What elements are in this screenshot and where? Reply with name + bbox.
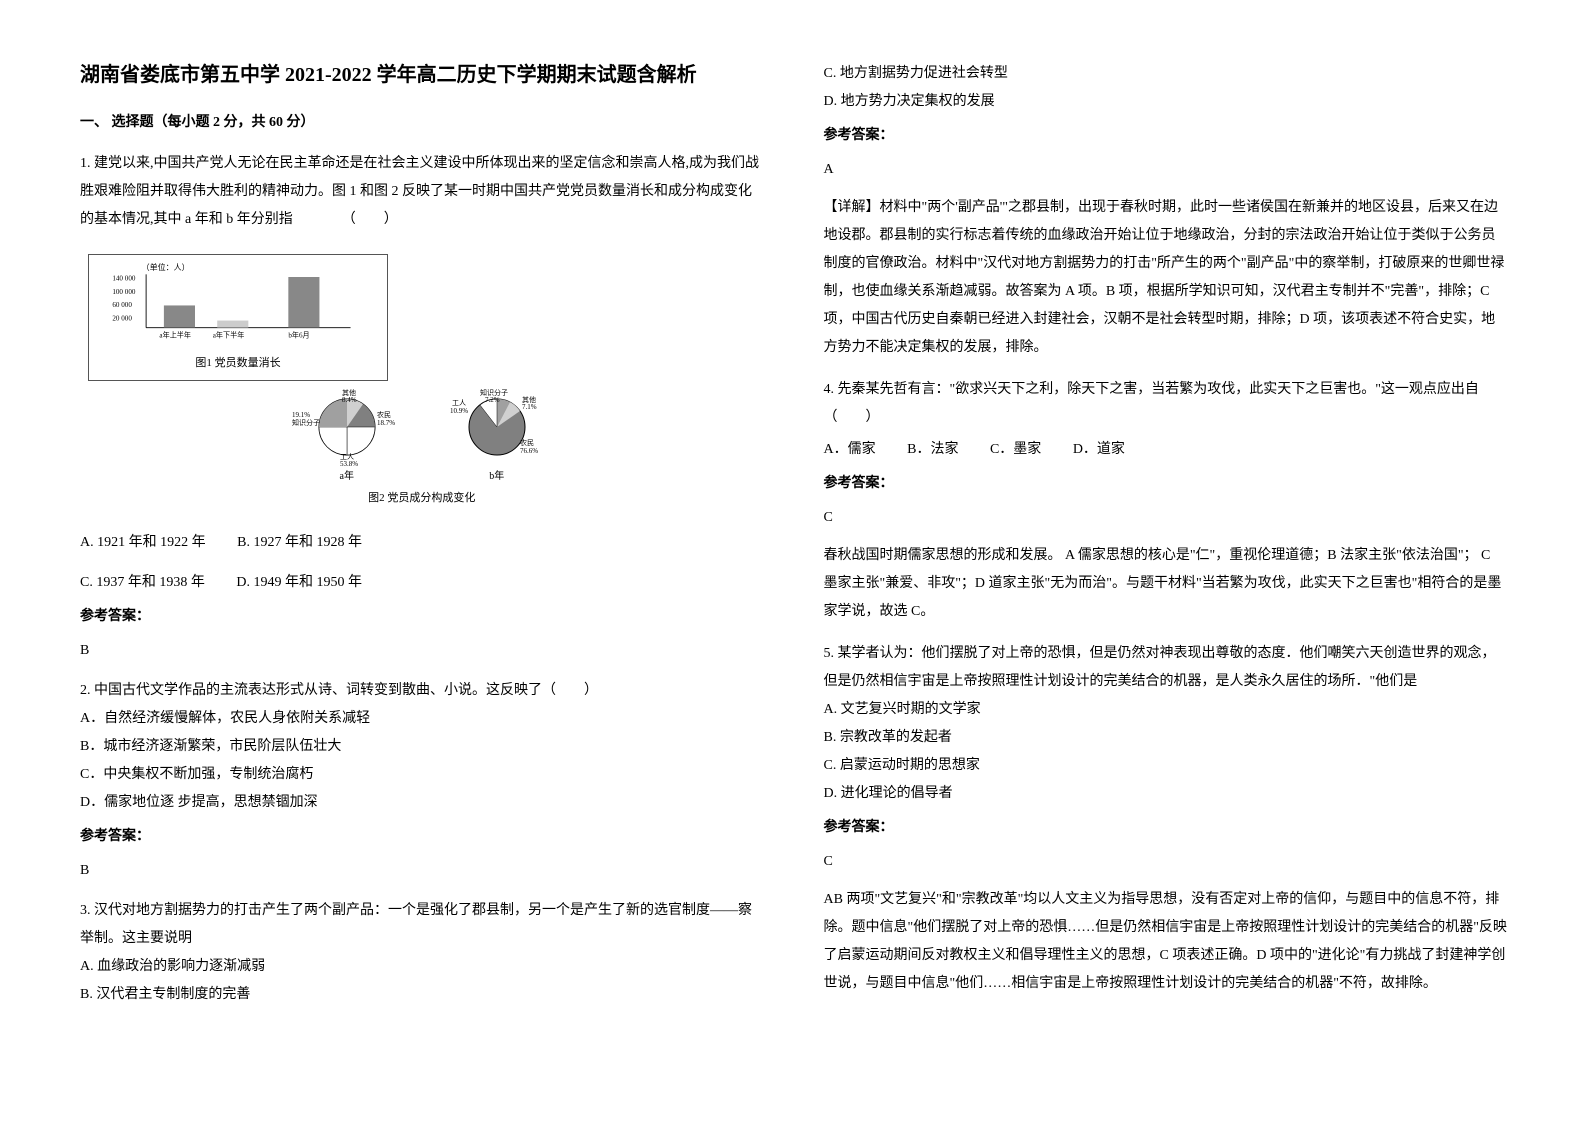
pie-b-l3: 工人 <box>452 399 466 407</box>
pie-a-v2: 18.7% <box>377 419 395 427</box>
q1-options-ab: A. 1921 年和 1922 年 B. 1927 年和 1928 年 <box>80 529 764 557</box>
q3-opt-b: B. 汉代君主专制制度的完善 <box>80 981 764 1009</box>
q1-opt-c: C. 1937 年和 1938 年 <box>80 569 205 597</box>
q2-opt-a: A．自然经济缓慢解体，农民人身依附关系减轻 <box>80 705 764 733</box>
q4-opt-c: C．墨家 <box>990 436 1041 464</box>
pie-a-v3: 53.8% <box>340 460 358 467</box>
q1-opt-b: B. 1927 年和 1928 年 <box>237 529 362 557</box>
pie-a-label: a年 <box>292 467 402 487</box>
question-2: 2. 中国古代文学作品的主流表达形式从诗、词转变到散曲、小说。这反映了（ ） A… <box>80 677 764 885</box>
q3-analysis: 【详解】材料中"两个'副产品'"之郡县制，出现于春秋时期，此时一些诸侯国在新兼并… <box>824 194 1508 362</box>
pie-a-seg3 <box>347 427 375 455</box>
q2-text: 中国古代文学作品的主流表达形式从诗、词转变到散曲、小说。这反映了（ ） <box>94 683 598 698</box>
bar-chart-title: 图1 党员数量消长 <box>95 352 381 374</box>
pie-b-v3: 10.9% <box>450 407 468 415</box>
pie-b-v4: 76.6% <box>520 447 538 455</box>
q3-opt-a: A. 血缘政治的影响力逐渐减弱 <box>80 953 764 981</box>
pie-b-svg: 知识分子 7.2% 其他 7.1% 工人 10.9% 农民 76.6% <box>442 387 552 467</box>
q2-opt-b: B．城市经济逐渐繁荣，市民阶层队伍壮大 <box>80 733 764 761</box>
pie-row: 其他 8.4% 农民 18.7% 工人 53.8% 19.1% 知识分子 a年 <box>88 387 756 487</box>
bar-chart-svg: （单位：人） 140 000 100 000 60 000 20 000 a年上… <box>95 261 375 341</box>
q5-opt-c: C. 启蒙运动时期的思想家 <box>824 752 1508 780</box>
pie-a-v1: 8.4% <box>342 396 357 404</box>
q1-opt-a: A. 1921 年和 1922 年 <box>80 529 206 557</box>
q5-number: 5. <box>824 646 835 661</box>
section-heading: 一、 选择题（每小题 2 分，共 60 分） <box>80 110 764 135</box>
ytick-60: 60 000 <box>112 301 132 309</box>
cat-2: a年下半年 <box>213 331 245 340</box>
pie-a-l4: 19.1% <box>292 411 310 419</box>
pie-b-l4: 农民 <box>520 438 534 447</box>
pie-a-wrapper: 其他 8.4% 农民 18.7% 工人 53.8% 19.1% 知识分子 a年 <box>292 387 402 487</box>
q5-opt-d: D. 进化理论的倡导者 <box>824 780 1508 808</box>
q3-answer-label: 参考答案： <box>824 122 1508 150</box>
q1-number: 1. <box>80 156 91 171</box>
left-column: 湖南省娄底市第五中学 2021-2022 学年高二历史下学期期末试题含解析 一、… <box>50 60 794 1062</box>
question-5: 5. 某学者认为：他们摆脱了对上帝的恐惧，但是仍然对神表现出尊敬的态度．他们嘲笑… <box>824 640 1508 998</box>
q3-number: 3. <box>80 903 91 918</box>
q5-answer: C <box>824 848 1508 876</box>
pie-title: 图2 党员成分构成变化 <box>88 487 756 509</box>
bar-ylabel: （单位：人） <box>142 262 190 272</box>
q5-opt-a: A. 文艺复兴时期的文学家 <box>824 696 1508 724</box>
pie-a-v4: 知识分子 <box>292 418 320 427</box>
q4-opt-b: B．法家 <box>907 436 958 464</box>
pie-a-seg3b <box>319 427 347 455</box>
q4-analysis: 春秋战国时期儒家思想的形成和发展。 A 儒家思想的核心是"仁"，重视伦理道德；B… <box>824 542 1508 626</box>
question-3-part2: C. 地方割据势力促进社会转型 D. 地方势力决定集权的发展 参考答案： A 【… <box>824 60 1508 362</box>
ytick-20: 20 000 <box>112 315 132 323</box>
q4-answer: C <box>824 504 1508 532</box>
q5-opt-b: B. 宗教改革的发起者 <box>824 724 1508 752</box>
right-column: C. 地方割据势力促进社会转型 D. 地方势力决定集权的发展 参考答案： A 【… <box>794 60 1538 1062</box>
q3-opt-c: C. 地方割据势力促进社会转型 <box>824 60 1508 88</box>
pie-b-v1: 7.2% <box>485 396 500 404</box>
q4-answer-label: 参考答案： <box>824 470 1508 498</box>
ytick-100: 100 000 <box>112 288 136 296</box>
pie-b-label: b年 <box>442 467 552 487</box>
question-1: 1. 建党以来,中国共产党人无论在民主革命还是在社会主义建设中所体现出来的坚定信… <box>80 150 764 665</box>
q3-answer: A <box>824 156 1508 184</box>
q2-opt-d: D．儒家地位逐 步提高，思想禁锢加深 <box>80 789 764 817</box>
page-title: 湖南省娄底市第五中学 2021-2022 学年高二历史下学期期末试题含解析 <box>80 60 764 90</box>
q2-number: 2. <box>80 683 91 698</box>
bar-2 <box>217 321 248 328</box>
pie-a-svg: 其他 8.4% 农民 18.7% 工人 53.8% 19.1% 知识分子 <box>292 387 402 467</box>
q2-answer-label: 参考答案： <box>80 823 764 851</box>
q4-number: 4. <box>824 382 835 397</box>
q3-text: 汉代对地方割据势力的打击产生了两个副产品：一个是强化了郡县制，另一个是产生了新的… <box>80 903 752 946</box>
q1-answer: B <box>80 637 764 665</box>
q5-analysis: AB 两项"文艺复兴"和"宗教改革"均以人文主义为指导思想，没有否定对上帝的信仰… <box>824 886 1508 998</box>
ytick-140: 140 000 <box>112 275 136 283</box>
q5-answer-label: 参考答案： <box>824 814 1508 842</box>
pie-b-wrapper: 知识分子 7.2% 其他 7.1% 工人 10.9% 农民 76.6% b年 <box>442 387 552 487</box>
q4-options: A．儒家 B．法家 C．墨家 D．道家 <box>824 436 1508 464</box>
q1-opt-d: D. 1949 年和 1950 年 <box>236 569 362 597</box>
cat-1: a年上半年 <box>159 331 191 340</box>
pie-a-l2: 农民 <box>377 410 391 419</box>
cat-3: b年6月 <box>288 331 309 340</box>
bar-chart-box: （单位：人） 140 000 100 000 60 000 20 000 a年上… <box>88 254 388 381</box>
q5-text: 某学者认为：他们摆脱了对上帝的恐惧，但是仍然对神表现出尊敬的态度．他们嘲笑六天创… <box>824 646 1496 689</box>
bar-3 <box>288 277 319 328</box>
bar-1 <box>164 306 195 328</box>
q1-options-cd: C. 1937 年和 1938 年 D. 1949 年和 1950 年 <box>80 569 764 597</box>
chart-container: （单位：人） 140 000 100 000 60 000 20 000 a年上… <box>80 246 764 517</box>
pie-b-v2: 7.1% <box>522 403 537 411</box>
q4-opt-a: A．儒家 <box>824 436 876 464</box>
q1-text: 建党以来,中国共产党人无论在民主革命还是在社会主义建设中所体现出来的坚定信念和崇… <box>80 156 759 227</box>
q4-opt-d: D．道家 <box>1073 436 1125 464</box>
q4-text: 先秦某先哲有言："欲求兴天下之利，除天下之害，当若繁为攻伐，此实天下之巨害也。"… <box>824 382 1479 425</box>
q2-opt-c: C．中央集权不断加强，专制统治腐朽 <box>80 761 764 789</box>
q3-opt-d: D. 地方势力决定集权的发展 <box>824 88 1508 116</box>
q1-answer-label: 参考答案： <box>80 603 764 631</box>
question-3-part1: 3. 汉代对地方割据势力的打击产生了两个副产品：一个是强化了郡县制，另一个是产生… <box>80 897 764 1009</box>
q2-answer: B <box>80 857 764 885</box>
question-4: 4. 先秦某先哲有言："欲求兴天下之利，除天下之害，当若繁为攻伐，此实天下之巨害… <box>824 376 1508 626</box>
